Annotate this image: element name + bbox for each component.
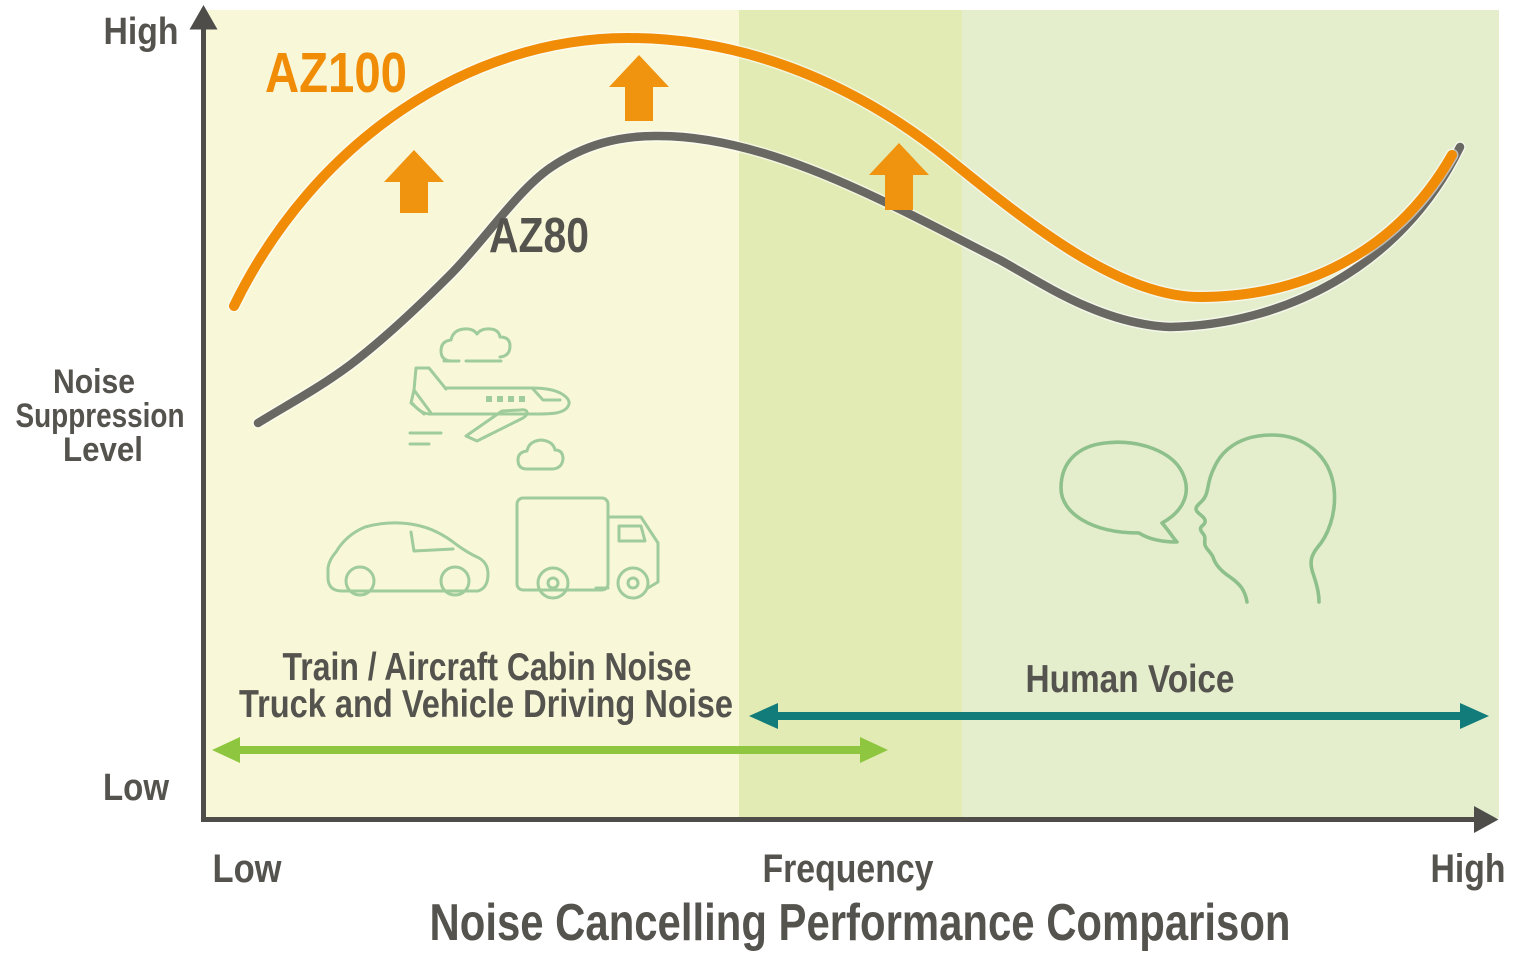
svg-text:Truck and Vehicle Driving Nois: Truck and Vehicle Driving Noise [239,683,733,726]
svg-text:Noise Cancelling Performance C: Noise Cancelling Performance Comparison [430,894,1291,952]
svg-text:Frequency: Frequency [763,847,935,891]
svg-text:Human Voice: Human Voice [1026,658,1235,701]
svg-text:High: High [104,11,179,53]
svg-text:Train / Aircraft Cabin Noise: Train / Aircraft Cabin Noise [283,646,692,689]
svg-text:Level: Level [63,431,143,469]
svg-text:Suppression: Suppression [16,397,185,435]
svg-text:Noise: Noise [53,363,135,401]
svg-text:Low: Low [103,767,169,809]
svg-text:AZ100: AZ100 [265,41,407,105]
svg-text:AZ80: AZ80 [489,209,589,263]
svg-text:High: High [1431,847,1506,891]
svg-text:Low: Low [213,847,283,891]
